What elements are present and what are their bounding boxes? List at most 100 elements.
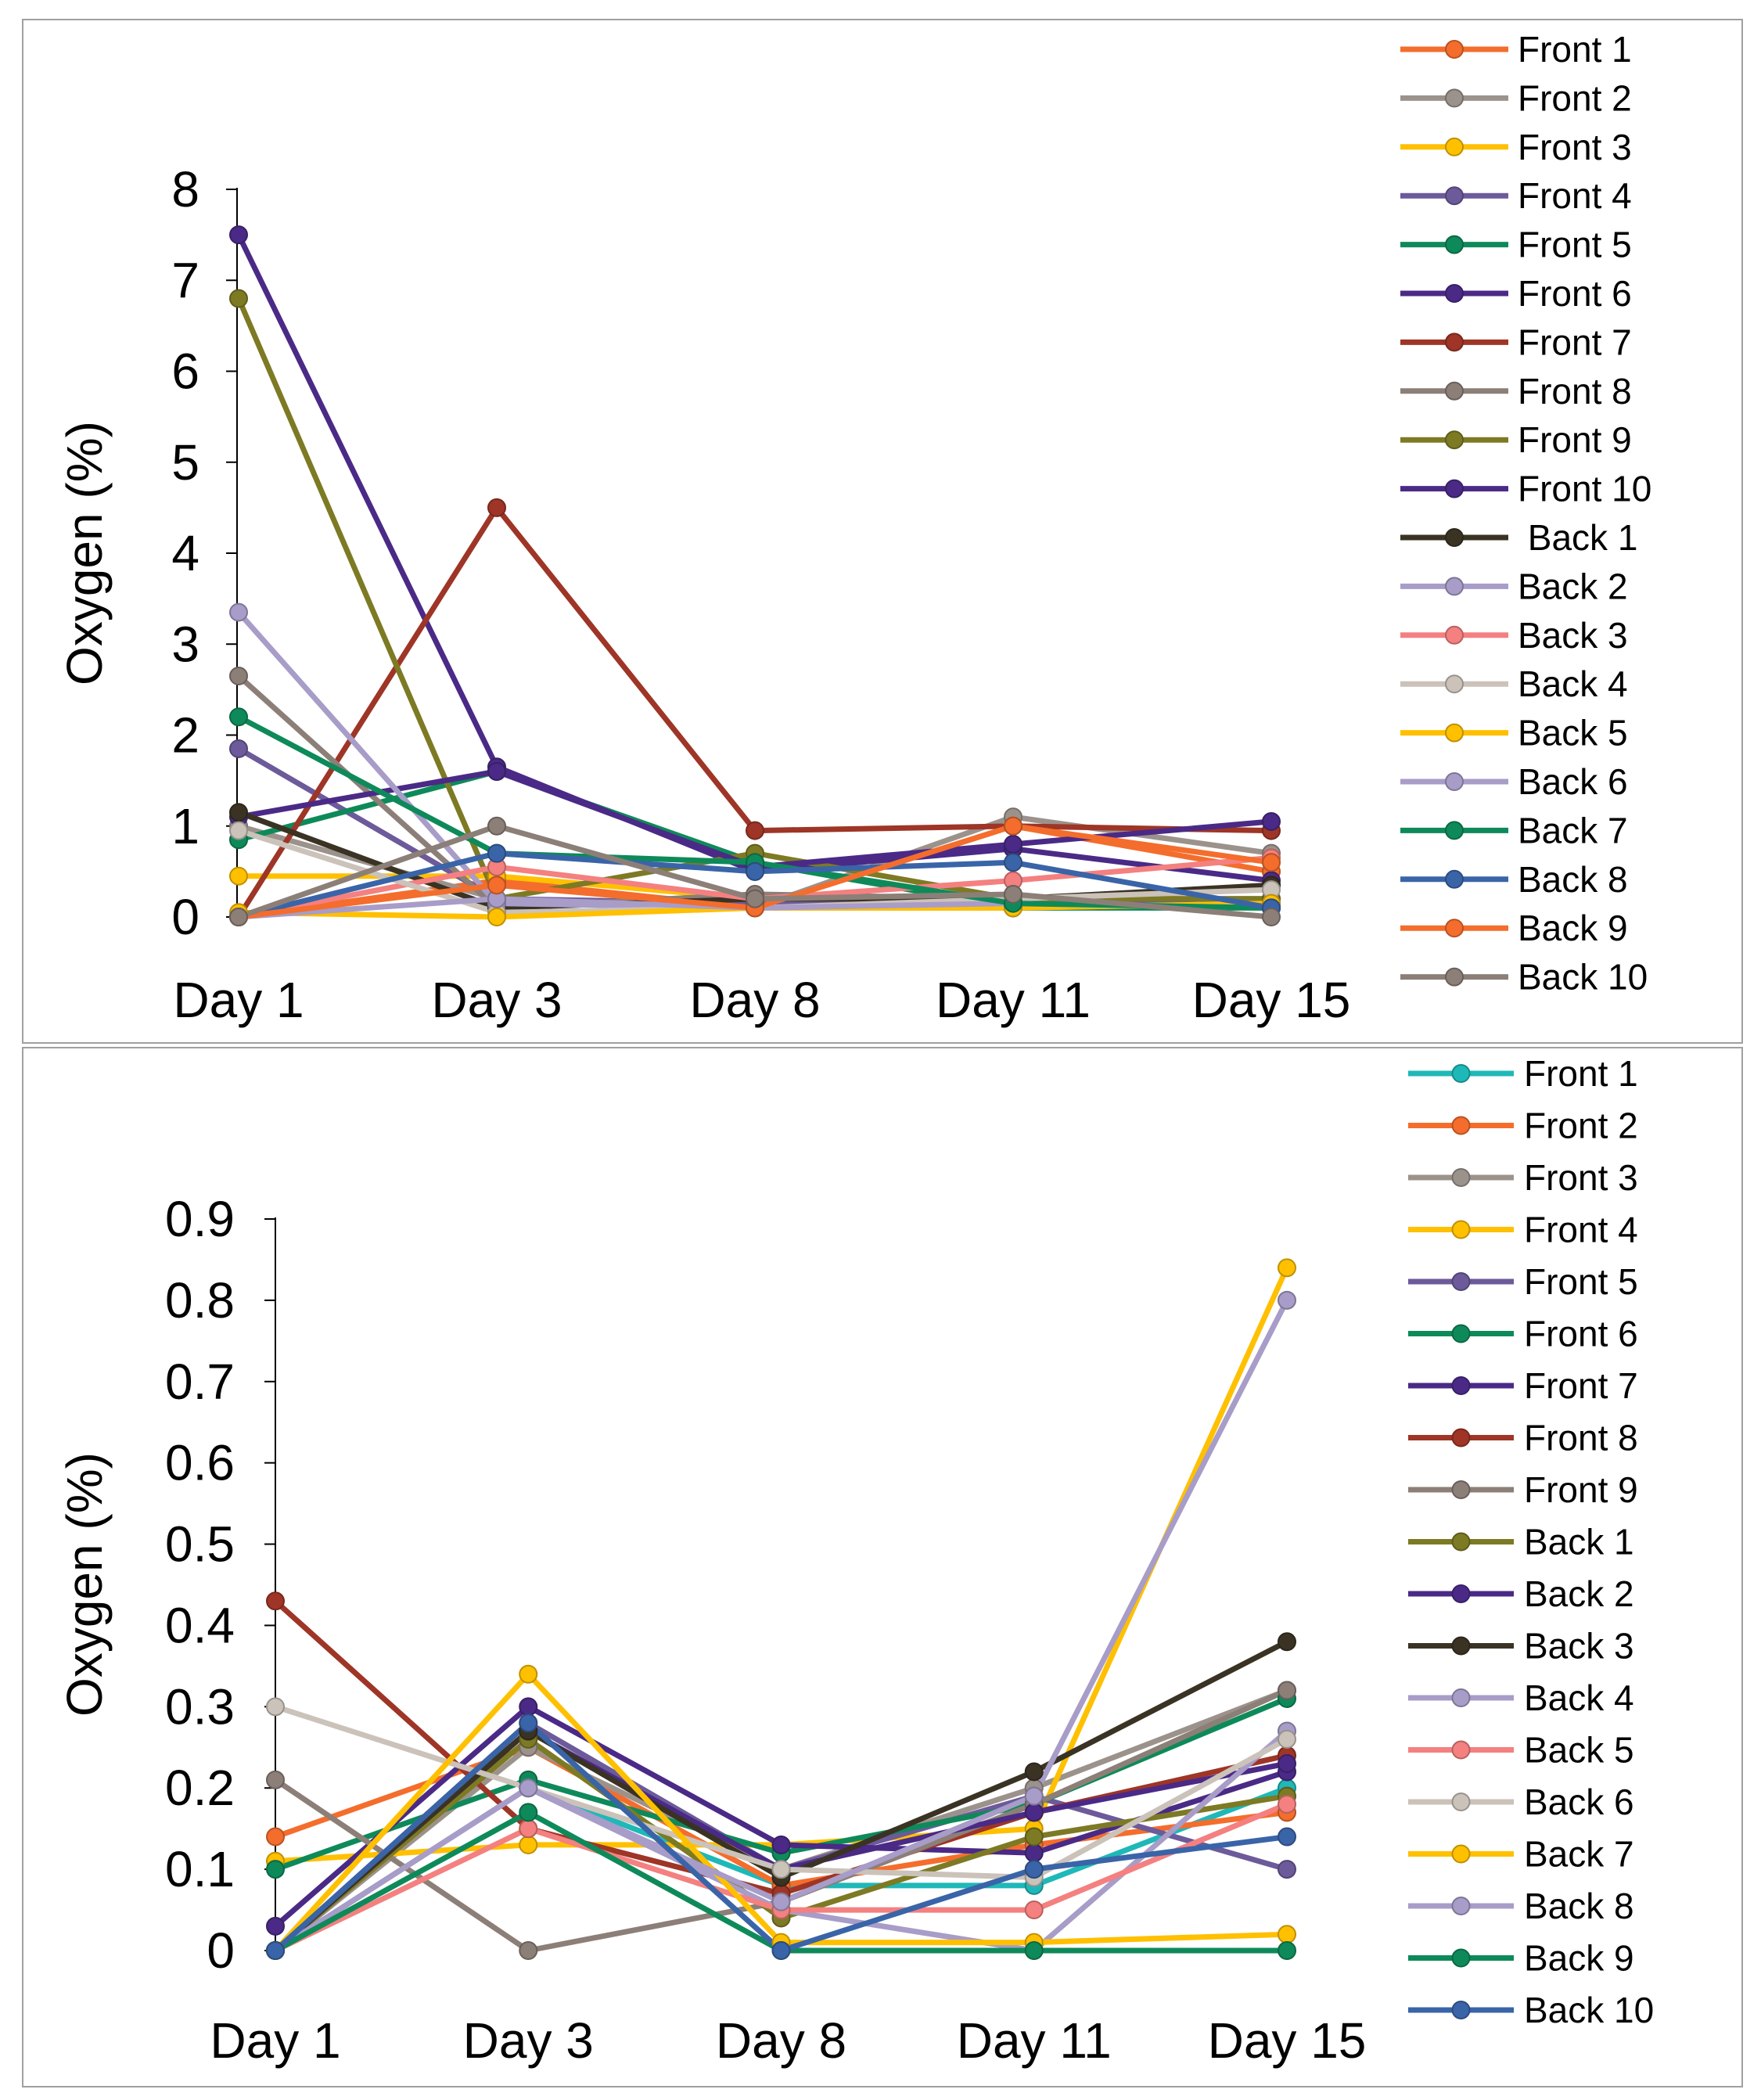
data-point [1024, 1843, 1044, 1863]
x-tick-label: Day 15 [1192, 972, 1351, 1028]
y-axis-title: Oxygen (%) [56, 1452, 113, 1717]
data-point [487, 876, 506, 895]
legend-entry: Back 9 [1518, 908, 1628, 948]
data-point [1278, 1860, 1296, 1879]
legend-swatch-marker [1445, 430, 1464, 450]
legend-swatch-marker [1451, 1428, 1471, 1447]
data-point [519, 1664, 538, 1684]
x-tick-label: Day 15 [1208, 2012, 1367, 2069]
y-tick-label: 4 [171, 525, 199, 581]
legend-swatch-marker [1445, 284, 1464, 303]
data-point [1024, 1803, 1044, 1822]
data-point [771, 1892, 791, 1911]
data-point [1278, 1258, 1296, 1278]
data-point [487, 843, 506, 863]
legend-entry: Back 2 [1524, 1573, 1634, 1614]
y-tick-label: 0.7 [165, 1354, 235, 1410]
legend-swatch-marker [1451, 2001, 1471, 2019]
x-tick-label: Day 8 [716, 2012, 846, 2069]
legend-entry: Front 6 [1518, 273, 1632, 314]
legend-swatch-marker [1445, 821, 1464, 840]
data-point [266, 1941, 285, 1960]
top-chart: 0 1 2 3 4 5 6 7 8 Day 1 Day 3 Day 8 Day 11 Day 15 Oxyg… [56, 29, 1651, 1028]
data-point [487, 816, 506, 836]
legend-entry: Back 1 [1524, 1522, 1634, 1562]
legend-swatch-marker [1445, 869, 1464, 889]
series-line [275, 1266, 1290, 1864]
data-point [1024, 1762, 1044, 1782]
legend-swatch-marker [1445, 919, 1464, 938]
y-tick-label: 0.6 [165, 1435, 235, 1491]
legend-entry: Back 1 [1518, 517, 1637, 558]
legend-swatch-marker [1445, 479, 1464, 498]
legend-swatch-marker [1445, 674, 1464, 694]
data-point [519, 1697, 538, 1717]
y-tick-label: 0.3 [165, 1678, 235, 1735]
data-point [746, 889, 764, 908]
legend-entry: Front 1 [1518, 29, 1632, 70]
x-tick-label: Day 11 [936, 972, 1091, 1028]
legend-swatch-marker [1451, 1376, 1471, 1395]
legend-entry: Front 2 [1524, 1106, 1638, 1146]
data-point [746, 821, 764, 840]
legend-swatch-marker [1445, 723, 1464, 743]
legend-entry: Back 5 [1524, 1730, 1634, 1771]
legend-swatch-marker [1451, 1897, 1471, 1915]
data-point [519, 1819, 538, 1839]
legend-entry: Front 8 [1524, 1418, 1638, 1458]
data-point [1278, 1632, 1296, 1652]
legend-swatch-marker [1445, 137, 1464, 156]
data-point [1004, 884, 1022, 904]
data-point [519, 1803, 538, 1822]
legend-entry: Back 6 [1524, 1782, 1634, 1822]
y-tick-label: 2 [171, 707, 199, 764]
data-point [771, 1835, 791, 1854]
y-tick-label: 6 [171, 343, 199, 400]
legend-entry: Front 4 [1518, 175, 1632, 216]
data-point [1278, 1941, 1296, 1960]
legend-entry: Back 7 [1518, 810, 1628, 850]
data-point [1262, 908, 1281, 926]
legend-swatch-marker [1451, 1116, 1471, 1135]
x-tick-label: Day 8 [689, 972, 820, 1028]
x-tick-label: Day 3 [431, 972, 562, 1028]
data-point [266, 1827, 285, 1846]
legend-entry: Front 1 [1524, 1053, 1638, 1094]
data-point [229, 602, 248, 622]
legend-entry: Front 9 [1524, 1469, 1638, 1510]
legend-swatch-marker [1451, 1272, 1471, 1291]
data-point [487, 498, 506, 517]
legend-swatch-marker [1445, 235, 1464, 254]
data-point [519, 1778, 538, 1798]
legend-entry: Front 9 [1518, 419, 1632, 460]
data-point [1278, 1795, 1296, 1814]
legend-swatch-marker [1451, 1636, 1471, 1656]
legend-entry: Front 5 [1518, 225, 1632, 265]
legend-swatch-marker [1445, 772, 1464, 791]
x-tick-label: Day 3 [463, 2012, 594, 2069]
y-tick-label: 0 [171, 889, 199, 945]
x-tick-label: Day 1 [210, 2012, 340, 2069]
data-point [1278, 1290, 1296, 1310]
legend-entry: Back 10 [1524, 1990, 1654, 2030]
data-point [229, 908, 248, 926]
legend-swatch-marker [1451, 1844, 1471, 1864]
data-point [746, 861, 764, 881]
legend-swatch-marker [1451, 1948, 1471, 1968]
legend-swatch-marker [1445, 381, 1464, 401]
data-point [1004, 816, 1022, 836]
legend-swatch-marker [1445, 88, 1464, 108]
legend-entry: Back 5 [1518, 713, 1628, 753]
y-tick-label: 0.5 [165, 1516, 235, 1573]
y-tick-label: 0.2 [165, 1760, 235, 1816]
data-point [1278, 1754, 1296, 1774]
data-point [487, 762, 506, 781]
y-tick-label: 1 [171, 798, 199, 854]
data-point [1278, 1925, 1296, 1944]
bottom-chart: 0 0.1 0.2 0.3 0.4 0.5 0.6 0.7 0.8 0.9 Day 1 Day 3 Da… [56, 1053, 1654, 2069]
legend-entry: Front 6 [1524, 1314, 1638, 1354]
data-point [1024, 1827, 1044, 1846]
legend-entry: Front 7 [1524, 1365, 1638, 1406]
legend-entry: Front 10 [1518, 469, 1651, 509]
data-point [1024, 1900, 1044, 1920]
